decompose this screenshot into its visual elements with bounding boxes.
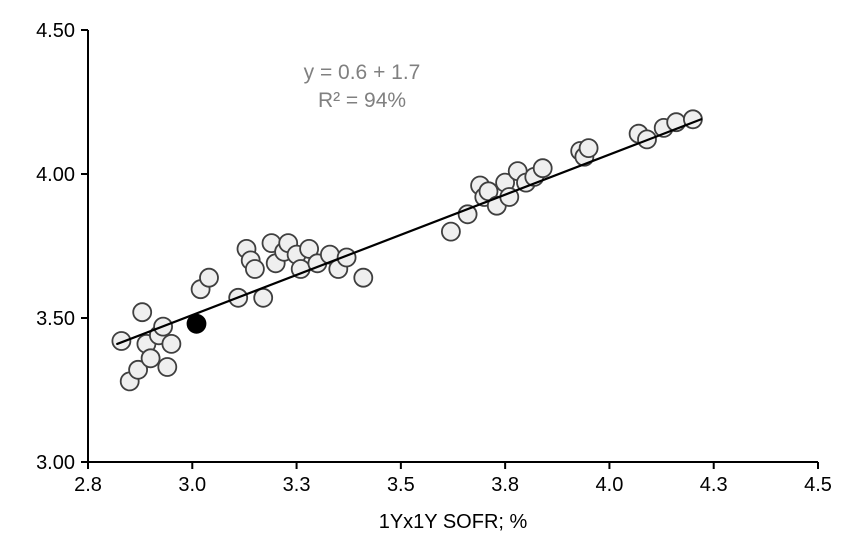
x-tick-label: 4.5 — [804, 474, 832, 496]
scatter-point — [157, 357, 178, 377]
scatter-point — [244, 259, 265, 279]
scatter-point — [111, 331, 132, 351]
points-layer — [111, 109, 703, 392]
scatter-point — [253, 287, 274, 308]
y-tick-label: 3.50 — [36, 308, 75, 330]
scatter-point — [440, 221, 461, 242]
x-tick-label: 3.0 — [178, 474, 206, 496]
annotation-r-squared: R² = 94% — [318, 89, 406, 112]
x-tick-label: 3.3 — [283, 474, 311, 496]
y-tick-label: 4.00 — [36, 164, 75, 186]
scatter-point — [161, 333, 182, 354]
scatter-point — [140, 348, 161, 369]
x-tick-label: 4.0 — [596, 474, 624, 496]
y-tick-label: 4.50 — [36, 20, 75, 42]
scatter-point — [578, 138, 599, 159]
x-tick-label: 2.8 — [74, 474, 102, 496]
scatter-point — [353, 267, 374, 288]
x-tick-label: 4.3 — [700, 474, 728, 496]
highlight-point-layer — [186, 313, 207, 334]
highlighted-scatter-point — [186, 313, 207, 334]
scatter-point — [199, 267, 219, 288]
trendline — [116, 118, 703, 346]
scatter-point — [532, 158, 553, 179]
scatter-point — [299, 238, 320, 259]
scatter-point — [132, 302, 153, 323]
x-axis-title: 1Yx1Y SOFR; % — [379, 511, 528, 533]
x-axis-ticks: 2.8 3.0 3.3 3.5 3.8 4.0 4.3 4.5 — [74, 462, 832, 496]
x-tick-label: 3.8 — [491, 474, 519, 496]
x-tick-label: 3.5 — [387, 474, 415, 496]
y-tick-label: 3.00 — [36, 452, 75, 474]
annotation-equation: y = 0.6 + 1.7 — [304, 61, 421, 84]
scatter-point — [128, 359, 149, 380]
y-axis-ticks: 3.00 3.50 4.00 4.50 — [36, 20, 88, 474]
